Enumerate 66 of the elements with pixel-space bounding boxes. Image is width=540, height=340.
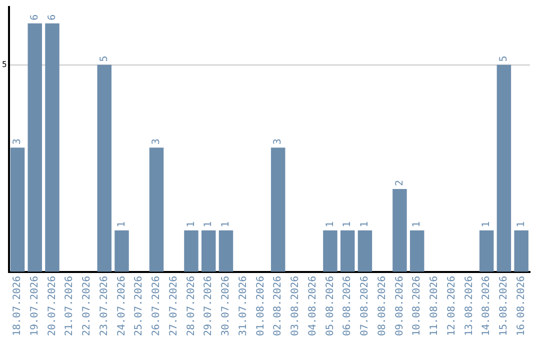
bar (358, 230, 372, 272)
data-label: 2 (394, 180, 406, 186)
x-tick-label: 23.07.2026 (98, 276, 110, 336)
x-tick-label: 24.07.2026 (116, 276, 128, 336)
x-tick-label: 25.07.2026 (134, 276, 145, 336)
data-label: 1 (412, 221, 423, 228)
data-label: 6 (46, 14, 58, 20)
bar (10, 148, 25, 272)
x-tick-label: 27.07.2026 (168, 276, 180, 336)
x-tick-label: 26.07.2026 (151, 276, 162, 336)
x-tick-label: 28.07.2026 (186, 276, 197, 336)
bar (514, 230, 528, 272)
bar (201, 230, 216, 272)
x-tick-label: 07.08.2026 (360, 276, 371, 336)
data-label: 1 (360, 221, 371, 228)
x-tick-label: 31.07.2026 (238, 276, 249, 336)
bar (114, 230, 129, 272)
bar (479, 230, 494, 272)
data-label: 1 (324, 221, 336, 228)
x-tick-label: 16.08.2026 (516, 276, 527, 336)
x-tick-label: 05.08.2026 (324, 276, 336, 336)
data-label: 1 (481, 221, 492, 228)
data-label: 1 (342, 221, 354, 228)
bar (410, 230, 424, 272)
data-label: 1 (116, 221, 128, 228)
x-tick-label: 10.08.2026 (412, 276, 423, 336)
x-tick-label: 18.07.2026 (12, 276, 24, 336)
x-tick-label: 30.07.2026 (220, 276, 232, 336)
x-tick-label: 15.08.2026 (498, 276, 510, 336)
x-tick-label: 08.08.2026 (376, 276, 388, 336)
data-label: 3 (12, 138, 24, 145)
bar (340, 230, 355, 272)
data-label: 1 (516, 221, 527, 228)
x-tick-label: 04.08.2026 (307, 276, 318, 336)
data-label: 1 (220, 221, 232, 228)
data-label: 3 (272, 138, 284, 145)
x-tick-label: 13.08.2026 (464, 276, 475, 336)
x-tick-label: 20.07.2026 (46, 276, 58, 336)
data-label: 1 (203, 221, 214, 228)
x-tick-label: 21.07.2026 (64, 276, 76, 336)
bar (270, 148, 286, 272)
data-label: 3 (151, 138, 162, 145)
x-tick-label: 03.08.2026 (290, 276, 302, 336)
x-tick-label: 01.08.2026 (255, 276, 266, 336)
bar (149, 148, 164, 272)
bar (45, 23, 60, 272)
x-tick-label: 14.08.2026 (481, 276, 492, 336)
bar (97, 64, 112, 272)
data-label: 5 (98, 56, 110, 62)
bar (28, 23, 42, 272)
x-tick-label: 09.08.2026 (394, 276, 406, 336)
x-tick-label: 22.07.2026 (82, 276, 93, 336)
x-tick-label: 06.08.2026 (342, 276, 354, 336)
bar (218, 230, 234, 272)
x-tick-label: 11.08.2026 (429, 276, 440, 336)
data-label: 1 (186, 221, 197, 228)
x-tick-label: 02.08.2026 (272, 276, 284, 336)
bar (184, 230, 198, 272)
bar (323, 230, 338, 272)
x-tick-label: 19.07.2026 (29, 276, 40, 336)
x-tick-label: 29.07.2026 (203, 276, 214, 336)
bar (392, 188, 407, 272)
x-tick-label: 12.08.2026 (446, 276, 458, 336)
data-label: 6 (29, 14, 40, 20)
data-label: 5 (498, 56, 510, 62)
bar (496, 64, 512, 272)
